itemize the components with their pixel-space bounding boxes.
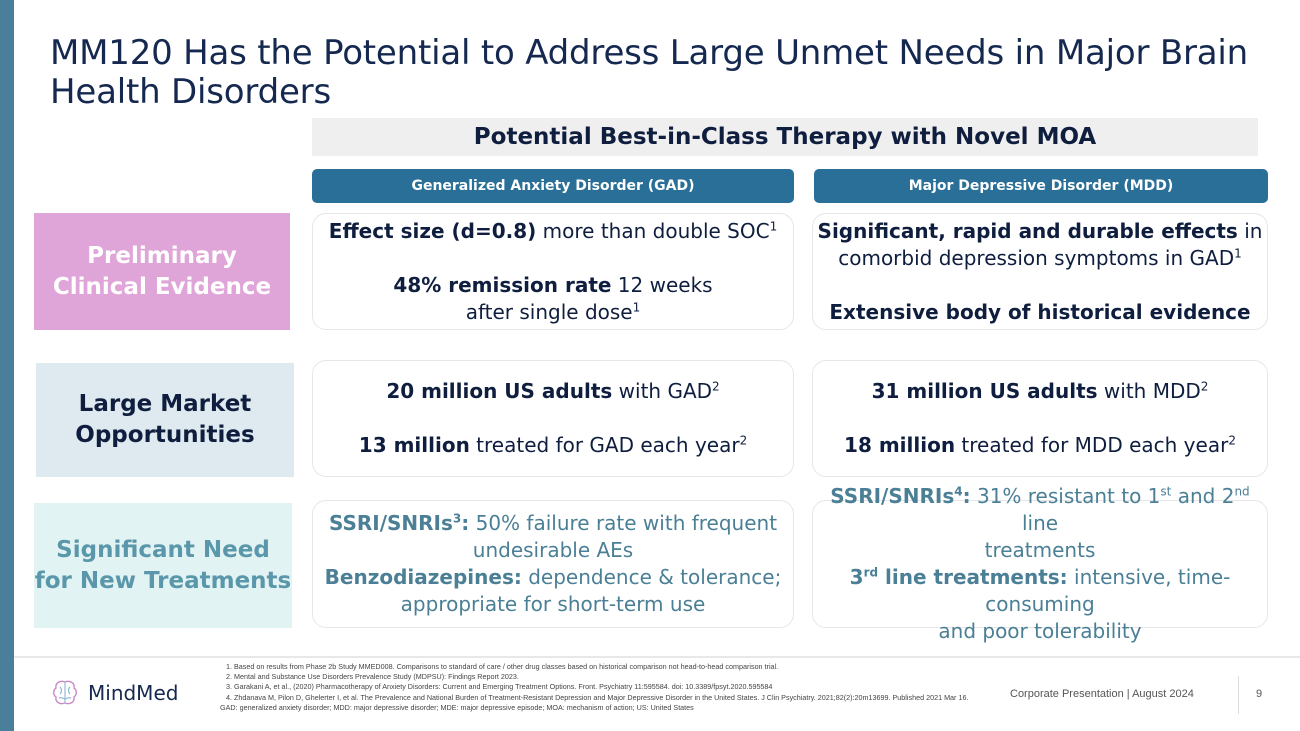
- footer-vertical-divider: [1238, 676, 1239, 714]
- cell-text-bold: 13 million: [358, 433, 470, 457]
- footnote-ref: 2: [1228, 433, 1236, 448]
- cell-need-mdd: SSRI/SNRIs4: 31% resistant to 1st and 2n…: [812, 484, 1268, 643]
- row-label-line: Significant Need: [56, 536, 270, 563]
- cell-text: 12 weeks: [611, 272, 713, 297]
- footer-divider: [14, 656, 1300, 658]
- footnote-item: Garakani A, et al., (2020) Pharmacothera…: [234, 682, 980, 692]
- cell-market-gad: 20 million US adults with GAD2 13 millio…: [312, 360, 794, 477]
- cell-text: dependence & tolerance;: [521, 565, 782, 589]
- cell-evidence-mdd: Significant, rapid and durable effects i…: [812, 213, 1268, 330]
- logo-text: MindMed: [88, 681, 179, 705]
- cell-text-bold: Significant, rapid and durable effects: [817, 218, 1238, 243]
- side-accent-bar: [0, 0, 14, 731]
- footnote-item: Mental and Substance Use Disorders Preva…: [234, 672, 980, 682]
- cell-text-bold: 31 million US adults: [871, 379, 1098, 403]
- cell-text: intensive, time-consuming: [985, 565, 1231, 616]
- row-label-market: Large Market Opportunities: [36, 363, 294, 477]
- cell-text-bold: :: [962, 484, 971, 508]
- cell-text: and 2: [1171, 484, 1235, 508]
- page-title: MM120 Has the Potential to Address Large…: [50, 33, 1248, 112]
- cell-text-bold: 18 million: [844, 433, 956, 457]
- cell-text: and poor tolerability: [938, 619, 1142, 643]
- cell-text-bold: 3: [849, 565, 864, 589]
- cell-text-bold: :: [461, 511, 470, 535]
- cell-text: in: [1237, 218, 1263, 243]
- cell-text: treated for MDD each year: [955, 433, 1229, 457]
- corporate-presentation-label: Corporate Presentation | August 2024: [1010, 688, 1194, 700]
- ordinal-suffix: rd: [863, 565, 879, 580]
- cell-need-gad: SSRI/SNRIs3: 50% failure rate with frequ…: [312, 500, 794, 628]
- ordinal-suffix: st: [1160, 484, 1172, 499]
- footnote-ref: 2: [739, 433, 748, 448]
- cell-text-bold: Extensive body of historical evidence: [829, 299, 1251, 324]
- mindmed-logo: MindMed: [52, 679, 178, 707]
- row-label-line: Preliminary: [87, 242, 237, 269]
- footnote-ref: 1: [632, 299, 641, 314]
- footnote-item: Zhdanava M, Pilon D, Ghelerter I, et al.…: [234, 693, 980, 703]
- cell-text-bold: 20 million US adults: [386, 379, 613, 403]
- row-label-line: for New Treatments: [34, 567, 292, 594]
- brain-icon: [53, 680, 77, 705]
- row-label-line: Clinical Evidence: [52, 273, 272, 300]
- row-label-clinical-evidence: Preliminary Clinical Evidence: [34, 213, 290, 330]
- cell-text: with MDD: [1097, 379, 1201, 403]
- cell-text-bold: Benzodiazepines:: [324, 565, 522, 589]
- row-label-line: Opportunities: [75, 422, 255, 448]
- footnote-ref: 3: [452, 511, 462, 526]
- column-header-mdd: Major Depressive Disorder (MDD): [814, 169, 1268, 203]
- cell-text: after single dose: [465, 299, 633, 324]
- footnote-ref: 1: [769, 218, 778, 233]
- page-number: 9: [1256, 688, 1263, 700]
- ordinal-suffix: nd: [1234, 484, 1250, 499]
- cell-text: comorbid depression symptoms in GAD: [838, 245, 1235, 270]
- cell-text: treated for GAD each year: [469, 433, 740, 457]
- cell-text: line: [1021, 511, 1059, 535]
- footnote-ref: 2: [712, 379, 720, 394]
- cell-text: treatments: [984, 538, 1096, 562]
- subtitle-banner: Potential Best-in-Class Therapy with Nov…: [312, 118, 1258, 156]
- cell-text-bold: SSRI/SNRIs: [830, 484, 955, 508]
- row-label-need: Significant Need for New Treatments: [34, 503, 292, 628]
- footnotes: Based on results from Phase 2b Study MME…: [220, 662, 980, 713]
- cell-market-mdd: 31 million US adults with MDD2 18 millio…: [812, 360, 1268, 477]
- footnote-ref: 1: [1234, 245, 1242, 260]
- cell-text: more than double SOC: [536, 218, 770, 243]
- footnote-item: Based on results from Phase 2b Study MME…: [234, 662, 980, 672]
- cell-text-bold: Effect size (d=0.8): [328, 218, 537, 243]
- row-label-line: Large Market: [78, 391, 252, 417]
- footnote-ref: 4: [954, 484, 963, 499]
- cell-text-bold: line treatments:: [878, 565, 1068, 589]
- abbreviations: GAD: generalized anxiety disorder; MDD: …: [220, 702, 694, 712]
- cell-text: 50% failure rate with frequent: [469, 511, 778, 535]
- cell-text-bold: 48% remission rate: [393, 272, 612, 297]
- column-header-gad: Generalized Anxiety Disorder (GAD): [312, 169, 794, 203]
- cell-text: 31% resistant to 1: [970, 484, 1161, 508]
- cell-text-bold: SSRI/SNRIs: [328, 511, 453, 535]
- cell-text: undesirable AEs: [472, 538, 634, 562]
- footnote-ref: 2: [1200, 379, 1209, 394]
- cell-evidence-gad: Effect size (d=0.8) more than double SOC…: [312, 213, 794, 330]
- cell-text: appropriate for short-term use: [400, 592, 706, 616]
- cell-text: with GAD: [612, 379, 713, 403]
